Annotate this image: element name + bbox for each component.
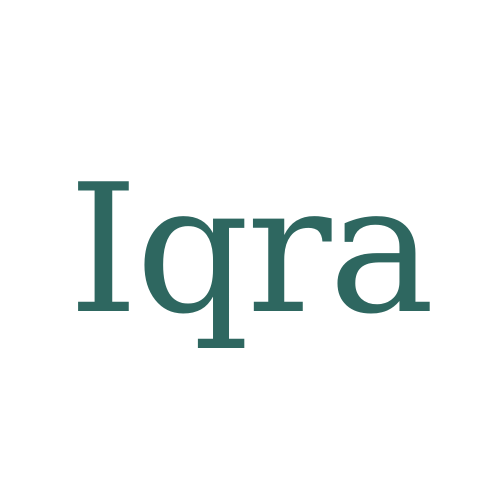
- logo-wordmark: Iqra: [68, 146, 434, 353]
- logo-canvas: Iqra: [68, 146, 435, 353]
